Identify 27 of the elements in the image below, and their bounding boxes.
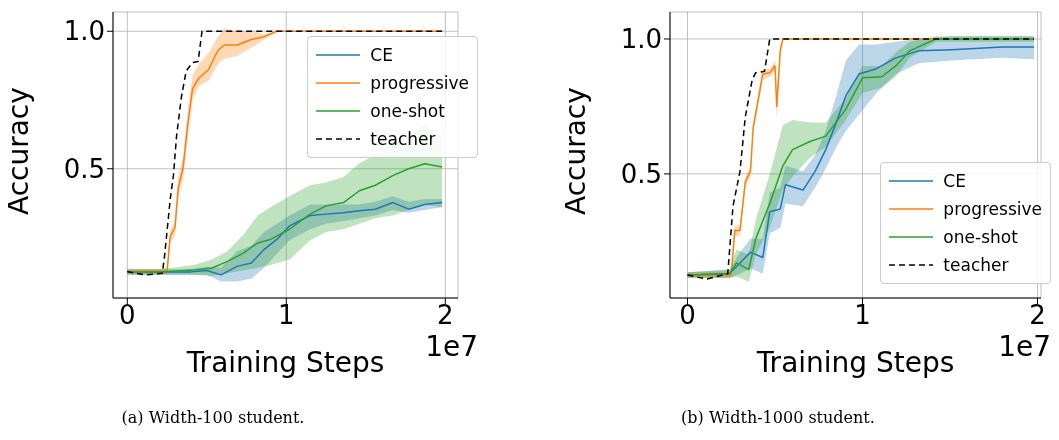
x-tick-label: 1 bbox=[854, 300, 871, 331]
legend-label: one-shot bbox=[370, 101, 445, 121]
y-tick-label: 0.5 bbox=[620, 159, 662, 190]
legend-label: CE bbox=[943, 171, 966, 191]
y-tick-label: 1.0 bbox=[63, 16, 105, 47]
legend-label: CE bbox=[370, 45, 393, 65]
text: (b) Width-1000 student. bbox=[680, 408, 876, 427]
x-axis-title: Training Steps bbox=[755, 346, 955, 379]
text: (a) Width-100 student. bbox=[120, 408, 306, 427]
x-tick-label: 1 bbox=[278, 300, 295, 331]
x-tick-label: 0 bbox=[119, 300, 136, 331]
line-series bbox=[126, 163, 443, 273]
y-tick-label: 1.0 bbox=[620, 24, 662, 55]
text: 1e7 bbox=[998, 330, 1051, 363]
text: 1e7 bbox=[425, 330, 478, 363]
x-tick-label: 2 bbox=[437, 300, 454, 331]
legend-label: one-shot bbox=[943, 227, 1018, 247]
x-tick-label: 2 bbox=[1029, 300, 1046, 331]
x-axis-title: Training Steps bbox=[185, 346, 385, 379]
x-tick-label: 0 bbox=[679, 300, 696, 331]
y-axis-title: Accuracy bbox=[1, 87, 35, 215]
legend-label: teacher bbox=[943, 255, 1009, 275]
legend-label: progressive bbox=[943, 199, 1042, 219]
legend-label: progressive bbox=[370, 73, 469, 93]
legend-label: teacher bbox=[370, 129, 436, 149]
y-axis-title: Accuracy bbox=[558, 87, 592, 215]
y-tick-label: 0.5 bbox=[63, 153, 105, 184]
